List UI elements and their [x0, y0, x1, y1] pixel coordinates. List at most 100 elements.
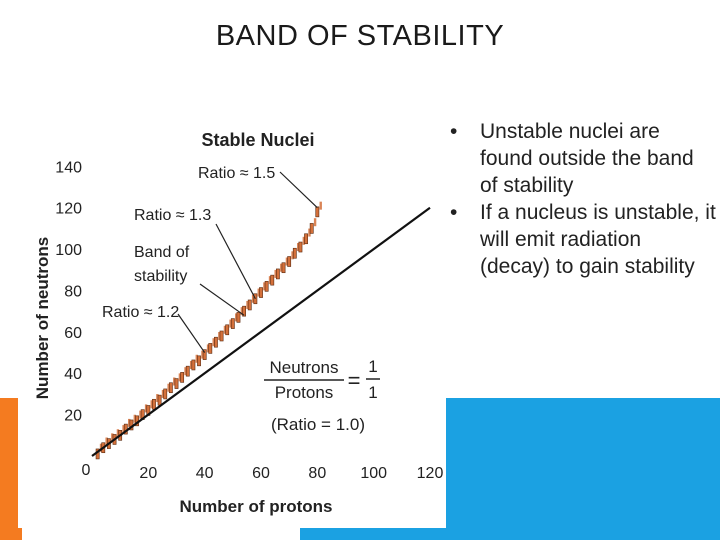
x-tick-label: 80: [308, 465, 326, 482]
bullet-symbol: •: [450, 201, 458, 224]
ratio-one-label: (Ratio = 1.0): [271, 415, 365, 434]
band-point: [105, 437, 108, 446]
band-point: [214, 336, 218, 348]
y-tick-label: 20: [64, 408, 82, 425]
band-point: [313, 218, 317, 227]
ratio-one-line: [91, 206, 431, 457]
bullet-text: Unstable nuclei are found outside the ba…: [480, 120, 694, 197]
band-point: [111, 433, 114, 442]
bullet-symbol: •: [450, 120, 458, 143]
x-tick-label: 100: [360, 465, 387, 482]
band-point: [259, 287, 263, 298]
band-point: [197, 355, 201, 367]
annotation-label: stability: [134, 268, 187, 285]
band-point: [263, 282, 266, 291]
fraction-rhs-bottom: 1: [368, 383, 377, 402]
band-point: [229, 319, 232, 328]
band-point: [168, 382, 173, 394]
band-point: [236, 312, 241, 323]
band-point: [225, 324, 230, 336]
chart-title: Stable Nuclei: [201, 130, 314, 150]
band-point: [297, 243, 300, 252]
annotation-label: Band of: [134, 244, 190, 261]
band-point: [173, 377, 176, 386]
band-point: [292, 247, 297, 259]
y-tick-label: 140: [55, 159, 82, 176]
band-point: [212, 338, 215, 347]
ratio-fraction-label: Neutrons Protons = 1 1 (Ratio = 1.0): [262, 352, 382, 436]
fraction-denominator-label: Protons: [275, 383, 334, 402]
band-point: [195, 354, 198, 363]
band-point: [304, 233, 308, 245]
orange-accent-bar: [0, 398, 22, 540]
band-point: [240, 307, 244, 316]
bullet-list: • Unstable nuclei are found outside the …: [446, 118, 716, 280]
band-point: [161, 389, 165, 398]
band-point: [174, 378, 179, 389]
annotation-leader: [215, 223, 256, 300]
band-point: [235, 313, 238, 322]
band-point: [133, 414, 137, 423]
band-point: [116, 429, 120, 438]
bullet-item: • Unstable nuclei are found outside the …: [446, 118, 716, 199]
band-point: [208, 343, 213, 354]
band-point: [157, 394, 162, 406]
band-point: [206, 344, 210, 353]
y-tick-label: 80: [64, 283, 82, 300]
fraction-rhs-top: 1: [368, 357, 377, 376]
band-point: [308, 228, 311, 237]
annotation-label: Ratio ≈ 1.2: [102, 304, 179, 321]
band-point: [264, 281, 269, 292]
band-point: [319, 201, 322, 210]
band-point: [302, 236, 306, 245]
annotation-label: Ratio ≈ 1.5: [198, 165, 275, 182]
chart-panel: Stable Nuclei Number of neutrons Number …: [18, 100, 446, 528]
y-tick-label: 40: [64, 366, 82, 383]
x-tick-label: 40: [196, 465, 214, 482]
y-tick-label: 100: [55, 242, 82, 259]
band-point: [150, 400, 153, 409]
annotation-label: Ratio ≈ 1.3: [134, 207, 211, 224]
band-point: [291, 251, 294, 260]
annotation-leader: [279, 171, 318, 209]
band-point: [270, 274, 275, 286]
y-tick-label: 60: [64, 325, 82, 342]
x-tick-label: 120: [417, 465, 444, 482]
x-tick-label: 20: [139, 465, 157, 482]
band-point: [184, 367, 187, 376]
band-point: [152, 398, 156, 410]
band-point: [189, 360, 193, 369]
band-point: [309, 223, 314, 234]
band-point: [280, 263, 283, 272]
band-point: [287, 256, 292, 267]
blue-accent-strip: [300, 528, 446, 540]
equals-sign: =: [348, 368, 361, 393]
bullet-text: If a nucleus is unstable, it will emit r…: [480, 201, 716, 278]
x-axis-label: Number of protons: [180, 497, 333, 516]
band-point: [180, 372, 185, 383]
band-point: [122, 425, 125, 434]
y-tick-label: 120: [55, 201, 82, 218]
band-point: [191, 359, 196, 371]
slide-title: BAND OF STABILITY: [215, 20, 505, 52]
annotations: Ratio ≈ 1.5 Ratio ≈ 1.3 Band of stability Ra…: [102, 165, 318, 353]
band-point: [274, 269, 277, 278]
band-point: [219, 330, 224, 342]
band-point: [185, 365, 190, 377]
band-point: [315, 206, 320, 218]
band-point: [178, 373, 182, 382]
band-point: [247, 299, 252, 311]
band-point: [268, 276, 272, 285]
band-point: [223, 325, 227, 334]
band-point: [202, 349, 207, 360]
x-tick-label: 60: [252, 465, 270, 482]
band-point: [144, 404, 148, 413]
band-point: [275, 268, 280, 280]
band-point: [281, 262, 286, 274]
annotation-leader: [199, 283, 245, 316]
fraction-numerator-label: Neutrons: [270, 358, 339, 377]
band-point: [139, 410, 142, 419]
blue-accent-block: [446, 398, 720, 540]
band-point: [163, 388, 168, 400]
band-point: [246, 300, 249, 309]
